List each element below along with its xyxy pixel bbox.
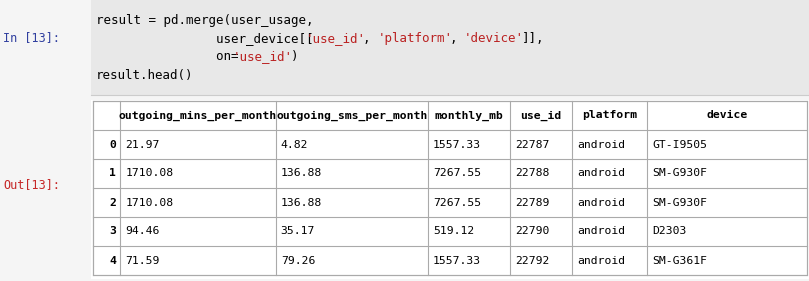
- Text: In [13]:: In [13]:: [3, 31, 60, 44]
- Bar: [91, 0, 809, 95]
- Text: GT-I9505: GT-I9505: [652, 139, 707, 149]
- Text: ): ): [291, 50, 299, 63]
- Text: ,: ,: [363, 32, 378, 45]
- Text: 3: 3: [109, 226, 116, 237]
- Text: android: android: [577, 226, 625, 237]
- Bar: [0, 0, 91, 281]
- Text: 1: 1: [109, 169, 116, 178]
- Text: on=: on=: [96, 50, 239, 63]
- Text: 4.82: 4.82: [281, 139, 308, 149]
- Text: 1710.08: 1710.08: [125, 198, 173, 207]
- Text: 136.88: 136.88: [281, 169, 322, 178]
- Text: 1710.08: 1710.08: [125, 169, 173, 178]
- Text: 22788: 22788: [515, 169, 549, 178]
- Text: 1557.33: 1557.33: [433, 255, 481, 266]
- Text: use_id: use_id: [520, 110, 561, 121]
- Text: 35.17: 35.17: [281, 226, 316, 237]
- Text: user_device[[: user_device[[: [96, 32, 314, 45]
- Text: 79.26: 79.26: [281, 255, 316, 266]
- Text: monthly_mb: monthly_mb: [434, 110, 503, 121]
- Text: 94.46: 94.46: [125, 226, 159, 237]
- Text: android: android: [577, 169, 625, 178]
- Text: 4: 4: [109, 255, 116, 266]
- Text: 22790: 22790: [515, 226, 549, 237]
- Text: outgoing_mins_per_month: outgoing_mins_per_month: [119, 110, 277, 121]
- Text: 7267.55: 7267.55: [433, 198, 481, 207]
- Text: android: android: [577, 255, 625, 266]
- Bar: [91, 100, 809, 279]
- Text: Out[13]:: Out[13]:: [3, 178, 60, 191]
- Text: 22789: 22789: [515, 198, 549, 207]
- Text: 1557.33: 1557.33: [433, 139, 481, 149]
- Text: 71.59: 71.59: [125, 255, 159, 266]
- Text: 21.97: 21.97: [125, 139, 159, 149]
- Text: 'device': 'device': [464, 32, 524, 45]
- Text: SM-G930F: SM-G930F: [652, 169, 707, 178]
- Text: android: android: [577, 198, 625, 207]
- Text: 'use_id': 'use_id': [305, 32, 366, 45]
- Bar: [93, 101, 807, 275]
- Text: 'use_id': 'use_id': [233, 50, 293, 63]
- Text: 7267.55: 7267.55: [433, 169, 481, 178]
- Text: D2303: D2303: [652, 226, 687, 237]
- Text: SM-G361F: SM-G361F: [652, 255, 707, 266]
- Text: result = pd.merge(user_usage,: result = pd.merge(user_usage,: [96, 14, 314, 27]
- Text: 2: 2: [109, 198, 116, 207]
- Text: result.head(): result.head(): [96, 69, 193, 82]
- Text: 136.88: 136.88: [281, 198, 322, 207]
- Text: 519.12: 519.12: [433, 226, 474, 237]
- Text: ]],: ]],: [522, 32, 544, 45]
- Text: SM-G930F: SM-G930F: [652, 198, 707, 207]
- Text: 22787: 22787: [515, 139, 549, 149]
- Text: outgoing_sms_per_month: outgoing_sms_per_month: [276, 110, 427, 121]
- Text: 0: 0: [109, 139, 116, 149]
- Text: 'platform': 'platform': [378, 32, 452, 45]
- Text: android: android: [577, 139, 625, 149]
- Text: ,: ,: [450, 32, 465, 45]
- Text: 22792: 22792: [515, 255, 549, 266]
- Text: platform: platform: [582, 110, 637, 121]
- Text: device: device: [706, 110, 748, 121]
